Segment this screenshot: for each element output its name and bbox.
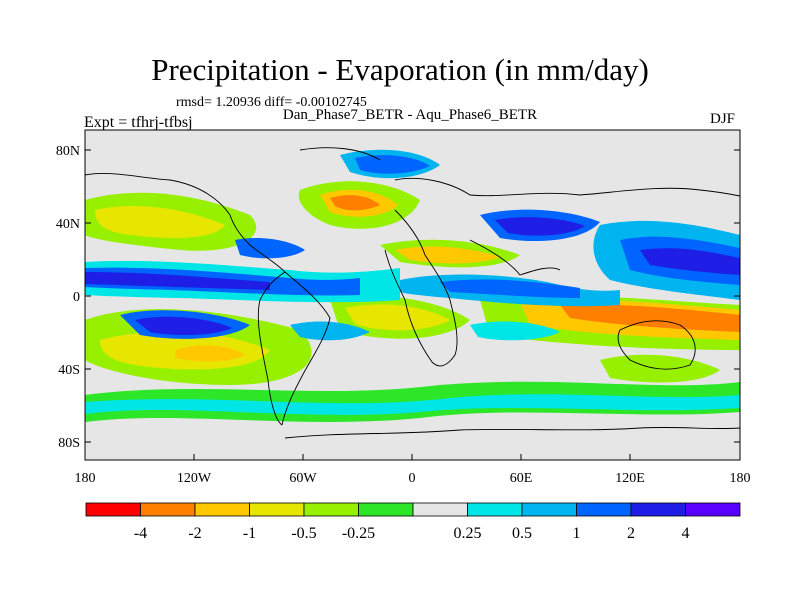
colorbar-label-6: 0.5: [512, 525, 532, 542]
lon-label-0: 0: [409, 471, 416, 486]
colorbar-label-7: 1: [573, 525, 581, 542]
colorbar-box-1: [140, 502, 196, 517]
colorbar-box-7: [467, 502, 523, 517]
colorbar-label-8: 2: [627, 525, 635, 542]
colorbar-box-5: [358, 502, 414, 517]
colorbar-label-2: -1: [243, 525, 256, 542]
lon-label-120w: 120W: [177, 471, 212, 486]
colorbar-label-3: -0.5: [291, 525, 316, 542]
colorbar-label-1: -2: [188, 525, 201, 542]
colorbar-label-5: 0.25: [454, 525, 482, 542]
lon-label-180w: 180: [75, 471, 96, 486]
lon-ticks: [84, 454, 741, 460]
colorbar-box-4: [303, 502, 359, 517]
colorbar-boxes: [85, 502, 741, 517]
colorbar: -4 -2 -1 -0.5 -0.25 0.25 0.5 1 2 4: [85, 502, 741, 542]
colorbar-box-0: [85, 502, 141, 517]
colorbar-box-8: [521, 502, 577, 517]
lat-label-40n: 40N: [56, 217, 80, 232]
lon-label-60e: 60E: [510, 471, 533, 486]
colorbar-label-0: -4: [134, 525, 147, 542]
subtitle: Dan_Phase7_BETR - Aqu_Phase6_BETR: [282, 107, 538, 123]
coastlines: [84, 147, 741, 439]
lat-label-80s: 80S: [58, 436, 80, 451]
stats-text: rmsd= 1.20936 diff= -0.00102745: [176, 95, 367, 110]
plot-title: Precipitation - Evaporation (in mm/day): [151, 52, 649, 87]
lat-label-80n: 80N: [56, 144, 80, 159]
colorbar-box-6: [412, 502, 468, 517]
colorbar-box-9: [576, 502, 632, 517]
lon-label-60w: 60W: [289, 471, 317, 486]
lat-ticks: [85, 149, 740, 443]
experiment-label: Expt = tfhrj-tfbsj: [84, 114, 193, 131]
colorbar-box-10: [630, 502, 686, 517]
season-label: DJF: [710, 111, 736, 127]
colorbar-label-9: 4: [682, 525, 690, 542]
colorbar-labels: -4 -2 -1 -0.5 -0.25 0.25 0.5 1 2 4: [134, 525, 690, 542]
colorbar-label-4: -0.25: [342, 525, 375, 542]
map-field: [85, 130, 740, 460]
colorbar-box-2: [194, 502, 250, 517]
lat-label-40s: 40S: [58, 363, 80, 378]
lon-label-120e: 120E: [615, 471, 645, 486]
lon-label-180e: 180: [730, 471, 751, 486]
lat-label-0: 0: [73, 290, 80, 305]
colorbar-box-11: [685, 502, 741, 517]
colorbar-box-3: [249, 502, 305, 517]
